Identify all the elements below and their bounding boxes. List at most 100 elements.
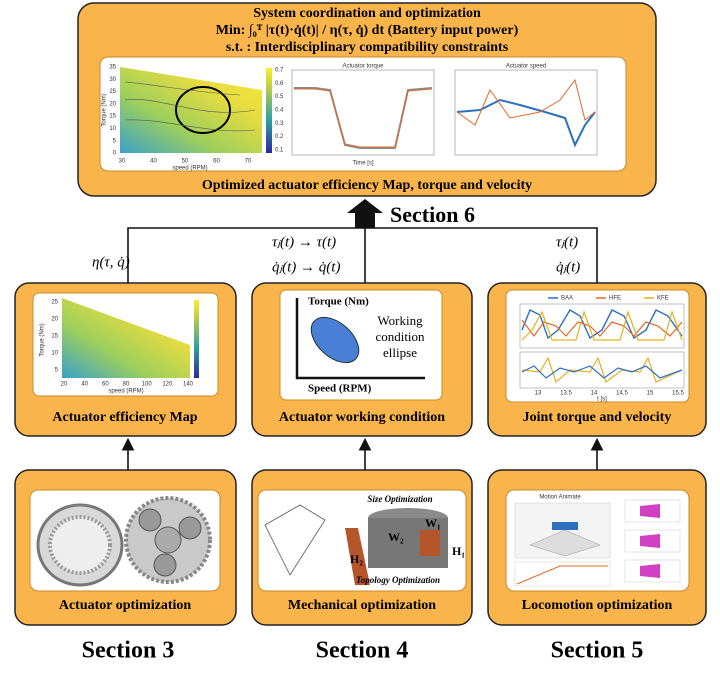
y-tick-label: 15: [109, 114, 116, 120]
x-tick-label: 140: [183, 382, 194, 388]
dim: W₂: [388, 530, 404, 544]
robot: [552, 522, 578, 530]
y-tick-label: 25: [51, 300, 58, 306]
topology-label: Topology Optimization: [356, 575, 440, 585]
torque-line-2: [294, 88, 433, 148]
axis-label: Speed (RPM): [308, 383, 372, 395]
y-tick-label: 0.6: [275, 81, 284, 87]
ground: [529, 529, 601, 557]
window: [420, 530, 440, 556]
caption: Locomotion optimization: [522, 598, 673, 613]
link-middle-speed: q̇ⱼ(t) → q̇(t): [272, 259, 340, 275]
x-tick-label: 80: [123, 382, 130, 388]
x-tick-label: 13: [535, 391, 542, 397]
link-left: η(τ, q̇): [92, 254, 130, 270]
x-tick-label: 14.5: [616, 391, 628, 397]
work-ellipse: [310, 316, 360, 364]
y-tick-label: 10: [51, 351, 58, 357]
y-tick-label: 0.5: [275, 94, 284, 100]
top-caption: Optimized actuator efficiency Map, torqu…: [202, 178, 532, 193]
link-right-torque: τⱼ(t): [556, 234, 578, 250]
caption: Mechanical optimization: [288, 598, 436, 613]
x-tick-label: 100: [142, 382, 153, 388]
legend-label: HFE: [609, 296, 621, 302]
joint-figure: [505, 289, 690, 403]
axis-label: Torque (Nm): [40, 323, 46, 356]
dim: W₁: [425, 516, 441, 530]
y-tick-label: 25: [109, 89, 116, 95]
ellipse-note: ellipse: [383, 345, 417, 360]
link-middle-torque: τⱼ(t) → τ(t): [272, 234, 336, 250]
kfe: [521, 310, 683, 341]
velocity-frame: [519, 351, 685, 389]
y-tick-label: 30: [109, 77, 116, 83]
y-tick-label: 0.2: [275, 134, 284, 140]
up-arrow: [347, 199, 383, 228]
x-tick-label: 30: [119, 159, 126, 165]
caption: Joint torque and velocity: [523, 410, 672, 425]
gears: [36, 496, 212, 587]
x-tick-label: 20: [61, 382, 68, 388]
y-tick-label: 0: [113, 151, 117, 157]
y-tick-label: 5: [55, 368, 59, 374]
legend-label: KFE: [657, 296, 669, 302]
ellipse-note: Working: [377, 313, 423, 328]
y-tick-label: 0.1: [275, 148, 284, 154]
x-tick-label: 60: [213, 159, 220, 165]
baa-vel: [521, 365, 683, 379]
x-tick-label: 40: [81, 382, 88, 388]
x-tick-label: 50: [182, 159, 189, 165]
linkage: [264, 504, 326, 576]
section-6: Section 6: [390, 202, 475, 227]
axis-label: speed (RPM): [172, 166, 207, 172]
x-tick-label: 60: [102, 382, 109, 388]
section-label: Section 5: [551, 638, 644, 664]
y-tick-label: 20: [109, 101, 116, 107]
caption: Actuator efficiency Map: [52, 410, 197, 425]
speed-frame: [454, 69, 598, 156]
y-tick-label: 20: [51, 317, 58, 323]
ellipse-note: condition: [375, 329, 425, 344]
x-tick-label: 120: [162, 382, 173, 388]
loco-title: Motion Animate: [539, 495, 581, 501]
caption: Actuator optimization: [59, 598, 192, 613]
efficiency-map: [120, 67, 262, 153]
x-tick-label: 70: [245, 159, 252, 165]
y-tick-label: 0.3: [275, 121, 284, 127]
highlight-circle: [175, 86, 231, 134]
baa: [521, 309, 683, 340]
axis-label: speed (RPM): [108, 389, 143, 395]
torque-frame: [519, 303, 685, 349]
y-tick-label: 0.4: [275, 108, 284, 114]
axes: [295, 298, 425, 380]
y-tick-label: 35: [109, 65, 116, 71]
y-tick-label: 5: [113, 138, 117, 144]
torque-frame: [291, 69, 435, 156]
dim: H₂: [350, 552, 363, 566]
section-label: Section 4: [316, 638, 409, 664]
time-label: Time [s]: [352, 161, 373, 167]
x-tick-label: 15: [647, 391, 654, 397]
size-label: Size Optimization: [367, 494, 432, 504]
speed-line-2: [456, 78, 596, 126]
axis-label: t [s]: [597, 397, 607, 403]
constraint: s.t. : Interdisciplinary compatibility c…: [226, 40, 509, 55]
joint-bands: [640, 504, 660, 578]
x-tick-label: 15.5: [672, 391, 684, 397]
legend-label: BAA: [561, 296, 573, 302]
dim: H₁: [452, 544, 465, 558]
contours: [124, 81, 256, 132]
section-label: Section 3: [82, 638, 175, 664]
hfe: [521, 319, 683, 338]
colorbar: [194, 300, 199, 378]
link-right-speed: q̇ⱼ(t): [556, 259, 580, 275]
speed-line: [456, 98, 596, 148]
y-tick-label: 0.7: [275, 68, 284, 74]
connectors: [127, 227, 598, 283]
efficiency-map: [62, 298, 190, 378]
speed-title: Actuator speed: [506, 64, 546, 70]
x-tick-label: 13.5: [560, 391, 572, 397]
arm: [345, 528, 370, 585]
axis-label: Torque (Nm): [102, 93, 108, 126]
